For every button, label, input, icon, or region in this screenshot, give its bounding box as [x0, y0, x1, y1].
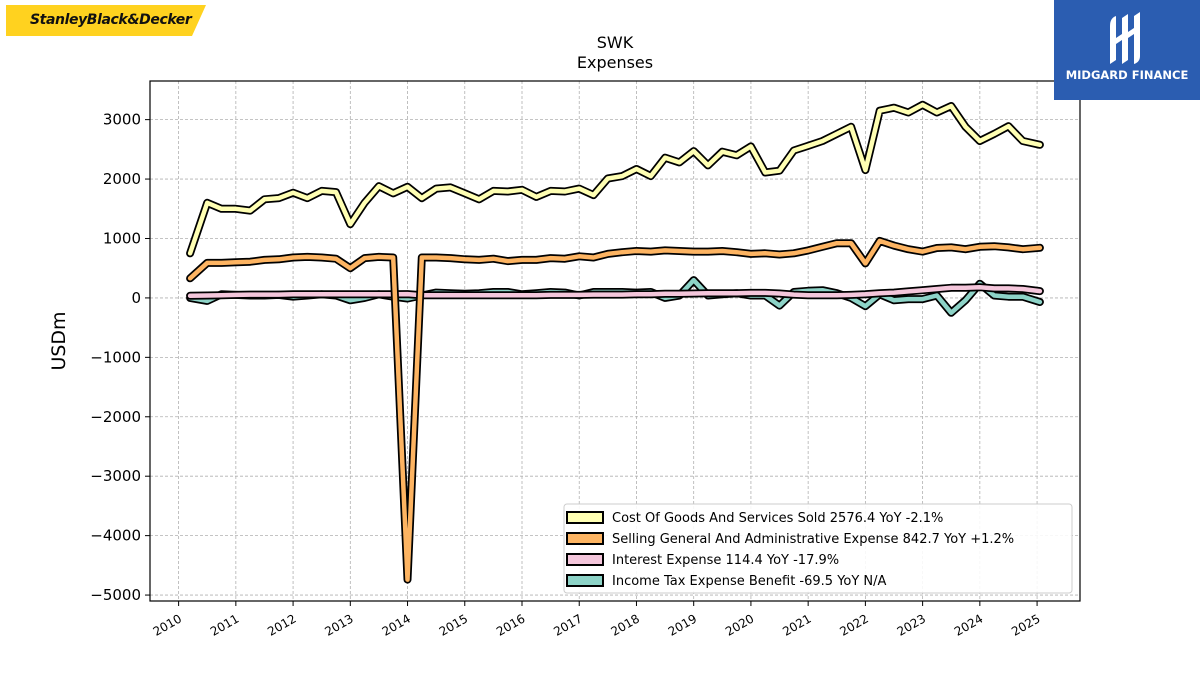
series-1-line [187, 102, 1043, 256]
legend-swatch [566, 574, 604, 587]
series-1 [186, 100, 1044, 258]
publisher-logo: MIDGARD FINANCE [1054, 0, 1200, 100]
x-tick-label: 2023 [895, 611, 928, 638]
legend-label: Interest Expense 114.4 YoY -17.9% [612, 553, 839, 568]
x-tick-label: 2014 [380, 611, 413, 638]
series-3-line [187, 284, 1043, 299]
x-tick-label: 2020 [723, 611, 756, 638]
x-tick-label: 2015 [437, 611, 470, 638]
x-tick-label: 2021 [780, 611, 813, 638]
legend: Cost Of Goods And Services Sold 2576.4 Y… [563, 503, 1073, 594]
x-tick-label: 2024 [952, 611, 985, 638]
y-tick-label: −1000 [90, 348, 141, 366]
y-tick-label: −3000 [90, 467, 141, 485]
legend-label: Cost Of Goods And Services Sold 2576.4 Y… [612, 511, 943, 526]
x-tick-label: 2011 [208, 611, 241, 638]
legend-swatch [566, 553, 604, 566]
legend-swatch [566, 511, 604, 524]
y-tick-label: −5000 [90, 586, 141, 604]
legend-box [563, 503, 1073, 594]
y-axis-label: USDm [48, 311, 70, 370]
company-logo-text: StanleyBlack&Decker [30, 12, 192, 28]
company-logo-shape [6, 5, 206, 36]
series-2 [186, 236, 1044, 584]
x-tick-label: 2016 [494, 611, 527, 638]
legend-label: Selling General And Administrative Expen… [612, 532, 1014, 547]
x-tick-label: 2012 [265, 611, 298, 638]
publisher-name: MIDGARD FINANCE [1065, 68, 1189, 82]
y-tick-label: 2000 [103, 170, 141, 188]
x-tick-label: 2013 [322, 611, 355, 638]
y-tick-label: 0 [131, 289, 141, 307]
series-2-line [187, 238, 1043, 582]
y-tick-label: 1000 [103, 229, 141, 247]
y-tick-label: 3000 [103, 111, 141, 129]
chart-subtitle: Expenses [577, 53, 653, 72]
x-tick-label: 2017 [551, 611, 584, 638]
series-layer [186, 100, 1044, 584]
y-tick-label: −4000 [90, 527, 141, 545]
x-tick-label: 2022 [837, 611, 870, 638]
x-tick-label: 2010 [151, 611, 184, 638]
company-logo-badge [6, 5, 206, 36]
plot-frame [149, 80, 1081, 602]
x-axis: 2010 2011 2012 2013 2014 2015 2016 2017 2018 2019… [151, 601, 1043, 639]
publisher-logo-icon [1110, 12, 1140, 64]
series-3 [186, 283, 1044, 300]
y-axis: 3000 2000 1000 0 −1000 −2000 −3000 −4000 −5000 [90, 111, 150, 604]
y-tick-label: −2000 [90, 408, 141, 426]
legend-swatch [566, 532, 604, 545]
grid-lines [150, 81, 1080, 601]
legend-label: Income Tax Expense Benefit -69.5 YoY N/A [612, 574, 887, 589]
x-tick-label: 2019 [666, 611, 699, 638]
chart-title: SWK [597, 33, 634, 52]
x-tick-label: 2025 [1009, 611, 1042, 638]
x-tick-label: 2018 [609, 611, 642, 638]
